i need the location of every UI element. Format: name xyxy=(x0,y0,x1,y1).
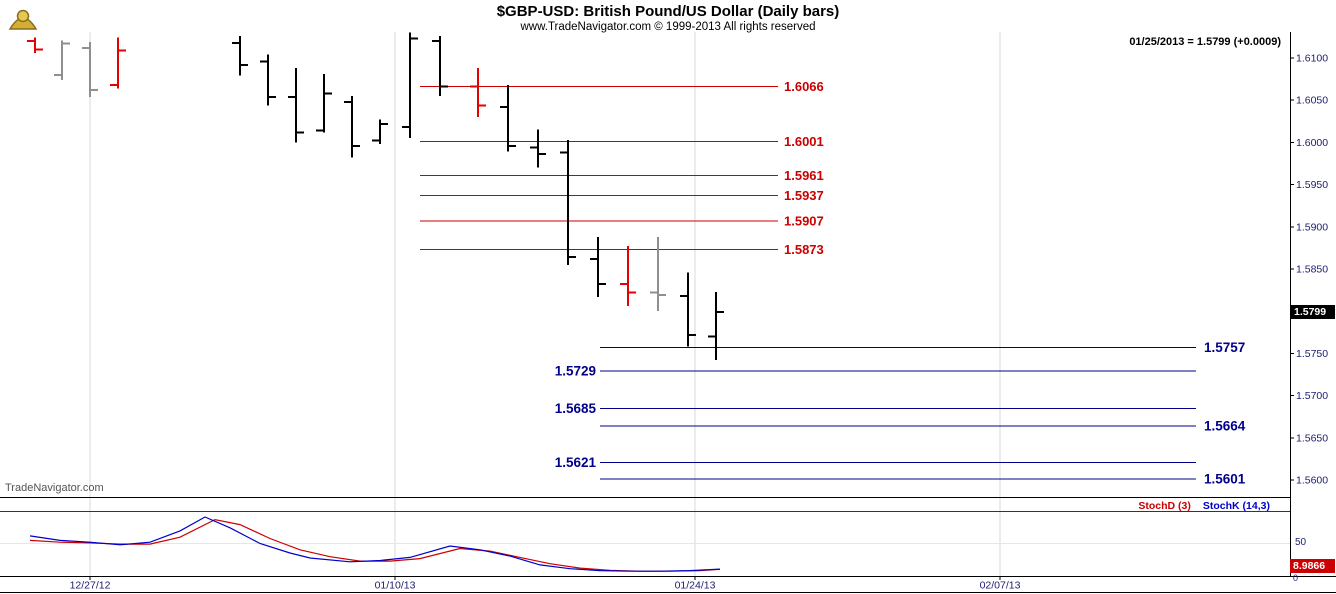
y-axis-label: 1.6050 xyxy=(1296,95,1328,107)
resistance-price-label: 1.5937 xyxy=(784,188,824,203)
last-quote-readout: 01/25/2013 = 1.5799 (+0.0009) xyxy=(1129,36,1281,48)
stochd-series-line xyxy=(29,518,721,572)
x-axis-label: 01/10/13 xyxy=(375,580,416,592)
y-axis-label: 1.6100 xyxy=(1296,53,1328,65)
support-price-label: 1.5757 xyxy=(1204,340,1245,355)
resistance-price-label: 1.5907 xyxy=(784,213,824,228)
y-axis-label: 1.5700 xyxy=(1296,390,1328,402)
stoch-legend: StochD (3) StochK (14,3) xyxy=(1138,500,1270,512)
stochd-legend-label[interactable]: StochD (3) xyxy=(1138,500,1191,512)
stochk-legend-label[interactable]: StochK (14,3) xyxy=(1202,500,1270,512)
resistance-price-label: 1.6001 xyxy=(784,134,824,149)
y-axis-label: 1.5900 xyxy=(1296,221,1328,233)
tradenavigator-logo-icon xyxy=(8,9,38,30)
current-price-badge: 1.5799 xyxy=(1290,305,1335,319)
stoch-zero-axis-label: 0 xyxy=(1293,573,1299,583)
y-axis-label: 1.5600 xyxy=(1296,475,1328,487)
resistance-price-label: 1.6066 xyxy=(784,79,824,94)
y-axis-label: 1.5950 xyxy=(1296,179,1328,191)
support-price-label: 1.5664 xyxy=(1204,418,1246,433)
y-axis-label: 1.6000 xyxy=(1296,137,1328,149)
x-axis-label: 02/07/13 xyxy=(980,580,1021,592)
support-price-label: 1.5601 xyxy=(1204,472,1246,487)
logo-shape xyxy=(16,9,30,23)
support-price-label: 1.5621 xyxy=(555,455,597,470)
support-price-label: 1.5685 xyxy=(555,401,597,416)
stoch-value-badge: 8.9866 xyxy=(1290,559,1335,573)
resistance-price-label: 1.5961 xyxy=(784,168,824,183)
stochk-series-line xyxy=(29,516,721,572)
y-axis-label: 1.5850 xyxy=(1296,264,1328,276)
stoch-mid-axis-label: 50 xyxy=(1295,537,1307,548)
support-price-label: 1.5729 xyxy=(555,364,596,379)
copyright-subtitle: www.TradeNavigator.com © 1999-2013 All r… xyxy=(520,21,816,33)
x-axis-label: 12/27/12 xyxy=(70,580,111,592)
y-axis-label: 1.5650 xyxy=(1296,432,1328,444)
resistance-price-label: 1.5873 xyxy=(784,242,824,257)
x-axis-label: 01/24/13 xyxy=(675,580,716,592)
page-title: $GBP-USD: British Pound/US Dollar (Daily… xyxy=(496,3,840,20)
y-axis-label: 1.5750 xyxy=(1296,348,1328,360)
watermark-text: TradeNavigator.com xyxy=(5,482,104,494)
